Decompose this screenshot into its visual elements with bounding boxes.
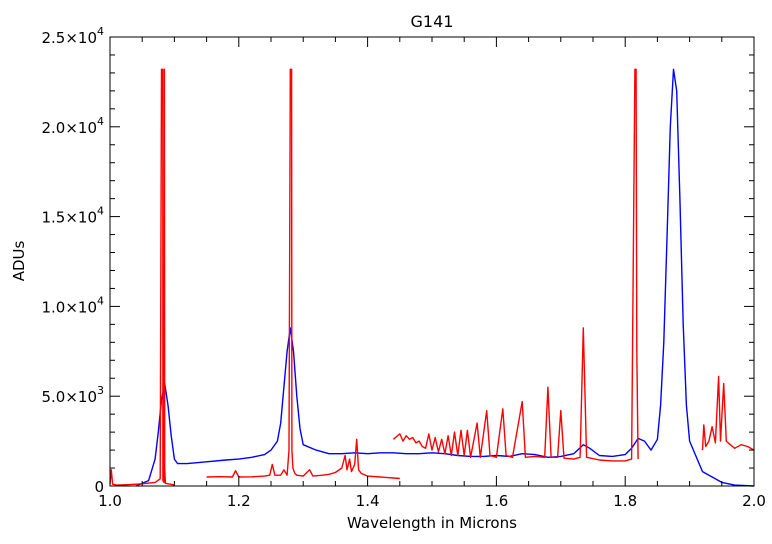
plot-frame bbox=[109, 36, 755, 487]
x-axis-label: Wavelength in Microns bbox=[347, 514, 517, 532]
y-tick-label: 2.5×104 bbox=[41, 25, 104, 47]
y-tick-label: 0 bbox=[94, 478, 104, 496]
x-tick-label: 1.2 bbox=[227, 492, 251, 510]
series-line-2 bbox=[109, 68, 175, 486]
x-tick-label: 2.0 bbox=[742, 492, 766, 510]
tick-layer: 1.0 1.2 1.4 1.6 1.8 2.0 0 5.0×103 1.0×104 1.5×104… bbox=[41, 25, 765, 510]
y-tick-label: 1.5×104 bbox=[41, 205, 104, 227]
x-tick-label: 1.0 bbox=[98, 492, 122, 510]
series-line-1 bbox=[135, 68, 755, 487]
x-tick-label: 1.4 bbox=[356, 492, 380, 510]
y-tick-label: 2.0×104 bbox=[41, 115, 104, 137]
y-tick-label: 1.0×104 bbox=[41, 294, 104, 316]
series-line-5 bbox=[701, 375, 755, 451]
series-line-3 bbox=[206, 68, 400, 480]
series-layer bbox=[109, 68, 755, 487]
y-axis-label: ADUs bbox=[10, 241, 28, 282]
series-line-4 bbox=[392, 68, 639, 462]
y-tick-label: 5.0×103 bbox=[41, 384, 104, 406]
chart-title: G141 bbox=[411, 12, 454, 31]
x-tick-label: 1.6 bbox=[484, 492, 508, 510]
x-tick-label: 1.8 bbox=[613, 492, 637, 510]
